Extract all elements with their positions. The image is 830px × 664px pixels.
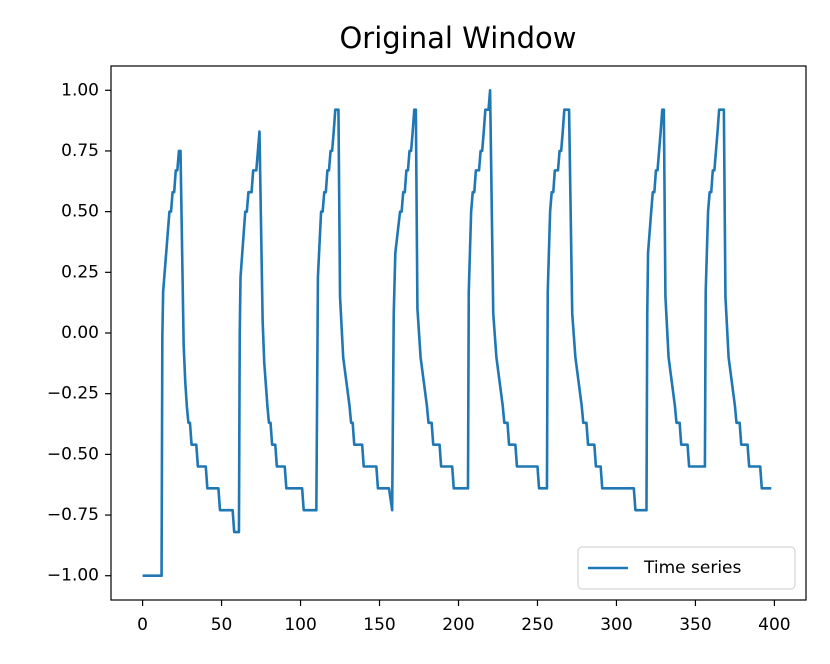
x-tick-label: 200 [442, 615, 474, 635]
x-tick-label: 300 [600, 615, 632, 635]
y-tick-label: 1.00 [61, 80, 99, 100]
legend: Time series [577, 546, 796, 590]
legend-label: Time series [643, 558, 741, 578]
y-tick-label: 0.00 [61, 323, 99, 343]
y-tick-label: −0.25 [47, 384, 99, 404]
line-series [142, 88, 772, 578]
x-tick-label: 150 [363, 615, 395, 635]
x-tick-label: 50 [211, 615, 233, 635]
y-tick-label: 0.75 [61, 141, 99, 161]
x-tick-label: 350 [679, 615, 711, 635]
y-tick-label: −0.75 [47, 505, 99, 525]
y-tick-label: −1.00 [47, 566, 99, 586]
plot-frame [110, 65, 807, 601]
x-tick-label: 400 [758, 615, 790, 635]
x-tick-label: 0 [137, 615, 148, 635]
legend-box [577, 546, 796, 590]
y-tick-label: 0.25 [61, 262, 99, 282]
x-tick-label: 100 [284, 615, 316, 635]
y-tick-label: −0.50 [47, 444, 99, 464]
chart-title: Original Window [339, 21, 576, 55]
x-tick-label: 250 [521, 615, 553, 635]
y-tick-label: 0.50 [61, 202, 99, 222]
